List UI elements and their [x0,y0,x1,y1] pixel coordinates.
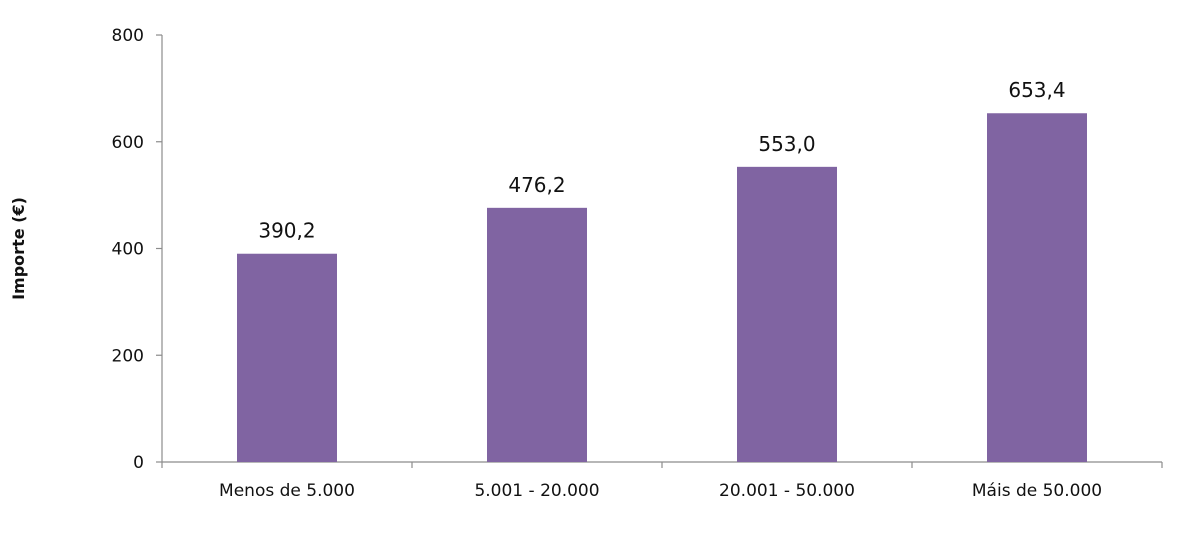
y-tick-label: 800 [112,26,144,46]
bars [237,113,1087,463]
x-tick-label: Menos de 5.000 [219,481,355,501]
y-tick-label: 0 [133,453,144,473]
data-label: 653,4 [1008,78,1065,102]
y-tick-label: 200 [112,346,144,366]
data-label: 390,2 [258,219,315,243]
x-tick-label: 5.001 - 20.000 [474,481,599,501]
labels: 390,2 Menos de 5.000 476,2 5.001 - 20.000 55… [219,78,1102,501]
bar [737,166,837,462]
y-axis-title: Importe (€) [9,197,28,300]
bar [987,113,1087,463]
data-label: 476,2 [508,173,565,197]
x-tick-label: Máis de 50.000 [972,481,1102,501]
y-tick-label: 400 [112,240,144,260]
bar [487,207,587,462]
data-label: 553,0 [758,132,815,156]
y-tick-label: 600 [112,133,144,153]
x-tick-label: 20.001 - 50.000 [719,481,855,501]
bar [237,253,337,462]
